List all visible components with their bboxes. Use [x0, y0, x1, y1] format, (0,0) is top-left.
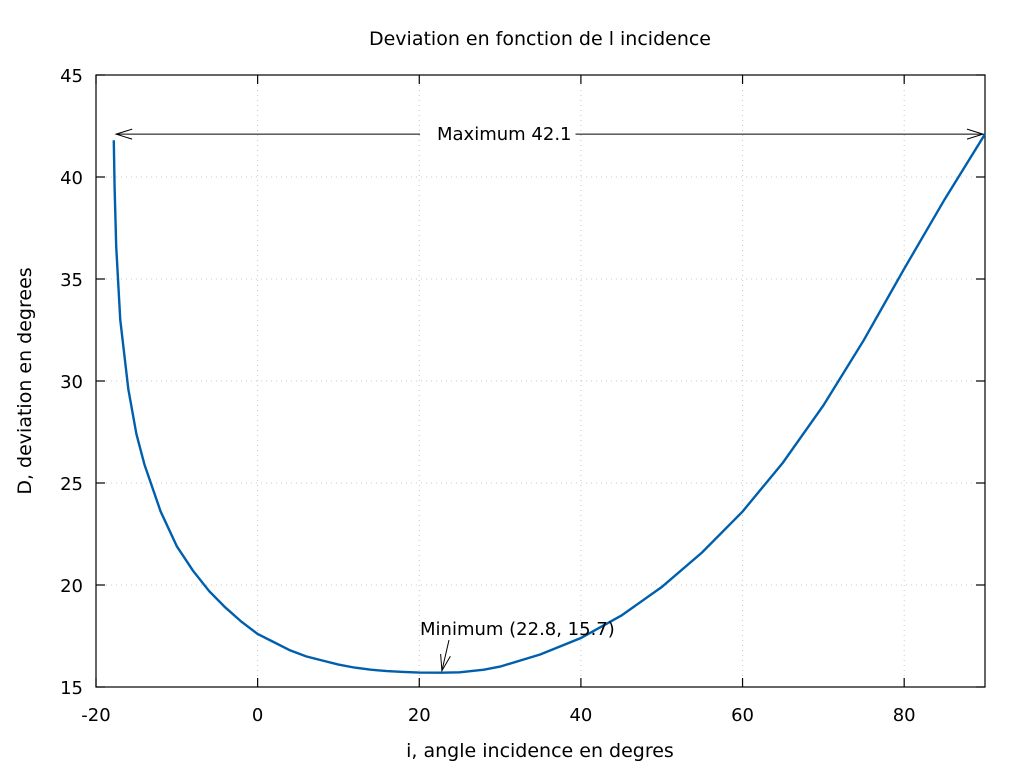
y-tick-label: 40	[60, 168, 83, 189]
x-tick-label: 60	[731, 705, 754, 726]
y-tick-label: 45	[60, 66, 83, 87]
curve-layer	[112, 133, 987, 674]
maximum-arrowhead-right	[966, 128, 985, 140]
grid	[96, 75, 985, 687]
y-tick-label: 25	[60, 474, 83, 495]
x-tick-label: -20	[81, 705, 110, 726]
y-tick-label: 15	[60, 678, 83, 699]
chart-title: Deviation en fonction de l incidence	[369, 28, 711, 50]
x-axis-label: i, angle incidence en degres	[406, 740, 674, 762]
x-tick-label: 80	[893, 705, 916, 726]
y-tick-label: 35	[60, 270, 83, 291]
x-tick-label: 0	[252, 705, 263, 726]
minimum-arrowhead	[440, 653, 451, 673]
y-tick-label: 30	[60, 372, 83, 393]
y-tick-label: 20	[60, 576, 83, 597]
axis-ticks: -20 0 20 40 60 80 15 20 25 30 35 40 45	[60, 66, 985, 726]
y-axis-label: D, deviation en degrees	[14, 267, 36, 494]
maximum-annotation-label: Maximum 42.1	[437, 124, 572, 145]
deviation-curve	[112, 133, 987, 674]
maximum-arrowhead-left	[114, 128, 133, 140]
minimum-annotation-label: Minimum (22.8, 15.7)	[420, 619, 615, 640]
minimum-arrow-shaft	[441, 639, 450, 671]
x-tick-label: 20	[408, 705, 431, 726]
x-tick-label: 40	[569, 705, 592, 726]
annotations: Maximum 42.1 Minimum (22.8, 15.7)	[114, 124, 985, 673]
plot-frame	[95, 74, 986, 688]
